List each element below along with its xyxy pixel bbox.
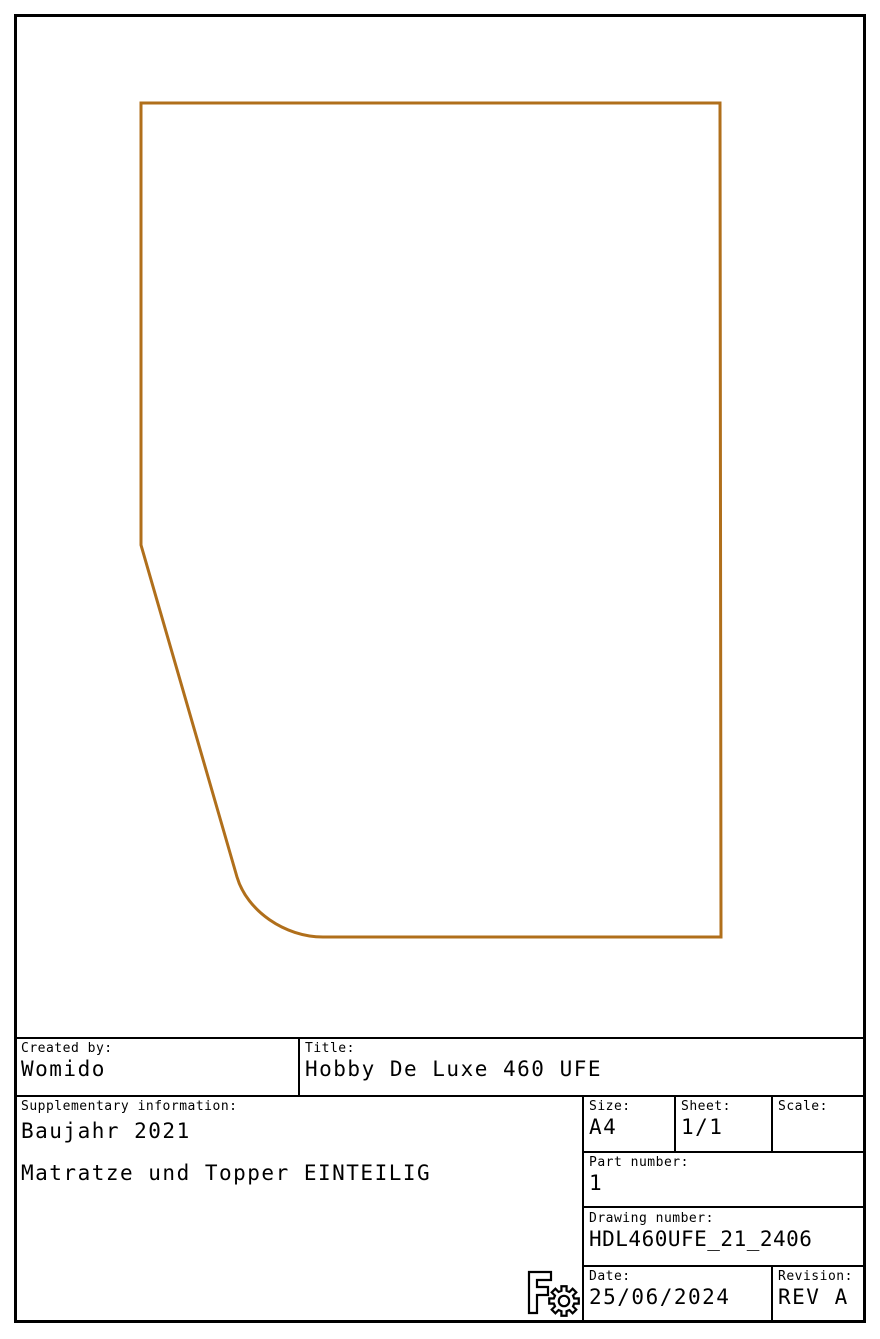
titleblock-divider (582, 1095, 584, 1322)
part-number-cell: Part number: 1 (589, 1155, 689, 1196)
size-value: A4 (589, 1115, 618, 1139)
revision-cell: Revision: REV A (778, 1269, 853, 1310)
size-label: Size: (589, 1099, 631, 1114)
drawing-number-value: HDL460UFE_21_2406 (589, 1227, 813, 1251)
mattress-outline-shape (139, 101, 723, 939)
title-cell: Title: Hobby De Luxe 460 UFE (305, 1041, 602, 1082)
titleblock-divider (15, 1095, 864, 1097)
titleblock-divider (583, 1206, 864, 1208)
titleblock-divider (674, 1095, 676, 1153)
size-cell: Size: A4 (589, 1099, 631, 1140)
created-by-cell: Created by: Womido (21, 1041, 113, 1082)
titleblock-divider (583, 1265, 864, 1267)
date-label: Date: (589, 1269, 631, 1284)
sheet-value: 1/1 (681, 1115, 724, 1139)
scale-label: Scale: (778, 1099, 828, 1114)
revision-label: Revision: (778, 1269, 853, 1284)
titleblock-divider (771, 1095, 773, 1153)
drawing-frame (14, 14, 866, 1323)
drawing-number-cell: Drawing number: HDL460UFE_21_2406 (589, 1211, 812, 1252)
sheet-label: Sheet: (681, 1099, 731, 1114)
scale-cell: Scale: (778, 1099, 828, 1114)
titleblock-divider (771, 1265, 773, 1322)
created-by-value: Womido (21, 1057, 106, 1081)
date-cell: Date: 25/06/2024 (589, 1269, 730, 1310)
date-value: 25/06/2024 (589, 1285, 731, 1309)
supplementary-line1: Baujahr 2021 (21, 1119, 191, 1143)
titleblock-divider (15, 1037, 864, 1039)
title-label: Title: (305, 1041, 355, 1056)
drawing-number-label: Drawing number: (589, 1211, 714, 1226)
supplementary-line2: Matratze und Topper EINTEILIG (21, 1161, 432, 1185)
part-number-value: 1 (589, 1171, 604, 1195)
part-number-label: Part number: (589, 1155, 689, 1170)
freecad-gear-logo-icon (527, 1270, 580, 1317)
titleblock-divider (298, 1037, 300, 1097)
supplementary-cell: Supplementary information: Baujahr 2021 … (21, 1099, 431, 1186)
titleblock-divider (583, 1151, 864, 1153)
revision-value: REV A (778, 1285, 849, 1309)
supplementary-label: Supplementary information: (21, 1099, 238, 1114)
sheet-cell: Sheet: 1/1 (681, 1099, 731, 1140)
title-value: Hobby De Luxe 460 UFE (305, 1057, 603, 1081)
created-by-label: Created by: (21, 1041, 113, 1056)
